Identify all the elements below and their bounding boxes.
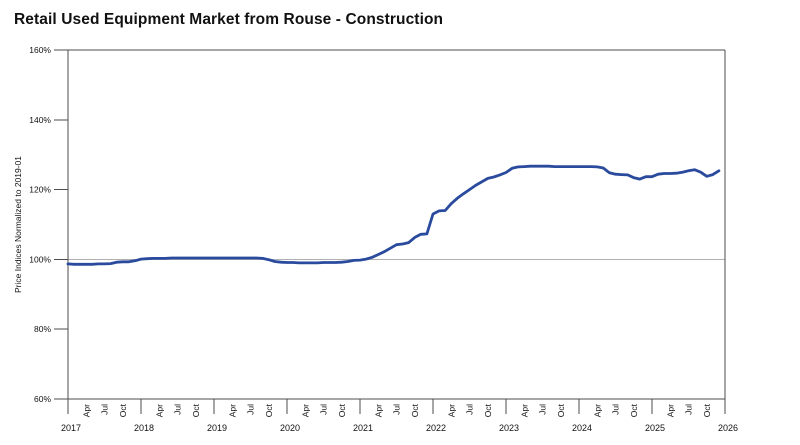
y-tick-label: 140% (29, 115, 51, 125)
x-year-label: 2025 (645, 423, 665, 433)
x-month-label: Apr (446, 404, 456, 417)
x-month-label: Apr (154, 404, 164, 417)
x-month-label: Jul (611, 404, 621, 415)
x-month-label: Oct (118, 403, 128, 417)
x-year-label: 2023 (499, 423, 519, 433)
price-index-line (66, 164, 721, 266)
chart-title: Retail Used Equipment Market from Rouse … (14, 11, 444, 28)
x-month-label: Apr (81, 404, 91, 417)
x-year-label: 2022 (426, 423, 446, 433)
x-month-label: Oct (410, 403, 420, 417)
x-month-label: Jul (465, 404, 475, 415)
x-month-label: Apr (592, 404, 602, 417)
y-tick-label: 100% (29, 254, 51, 264)
x-year-label: 2017 (61, 423, 81, 433)
x-month-label: Apr (300, 404, 310, 417)
y-tick-label: 60% (34, 394, 51, 404)
y-axis-title: Price Indices Normalized to 2019-01 (13, 156, 23, 293)
x-year-label: 2024 (572, 423, 592, 433)
x-month-label: Apr (373, 404, 383, 417)
x-month-label: Oct (483, 403, 493, 417)
x-month-label: Jul (100, 404, 110, 415)
x-month-label: Oct (191, 403, 201, 417)
x-month-label: Apr (519, 404, 529, 417)
x-month-label: Jul (392, 404, 402, 415)
x-year-label: 2019 (207, 423, 227, 433)
x-month-label: Oct (556, 403, 566, 417)
x-month-label: Oct (702, 403, 712, 417)
x-month-label: Apr (665, 404, 675, 417)
x-month-label: Jul (246, 404, 256, 415)
x-month-label: Jul (684, 404, 694, 415)
x-month-label: Jul (538, 404, 548, 415)
x-month-label: Oct (629, 403, 639, 417)
x-month-label: Oct (337, 403, 347, 417)
x-month-label: Apr (227, 404, 237, 417)
y-tick-label: 80% (34, 324, 51, 334)
x-month-label: Jul (319, 404, 329, 415)
y-tick-label: 120% (29, 185, 51, 195)
x-month-label: Oct (264, 403, 274, 417)
x-year-label: 2026 (718, 423, 738, 433)
x-year-label: 2018 (134, 423, 154, 433)
y-tick-label: 160% (29, 45, 51, 55)
x-month-label: Jul (173, 404, 183, 415)
x-year-label: 2021 (353, 423, 373, 433)
x-year-label: 2020 (280, 423, 300, 433)
